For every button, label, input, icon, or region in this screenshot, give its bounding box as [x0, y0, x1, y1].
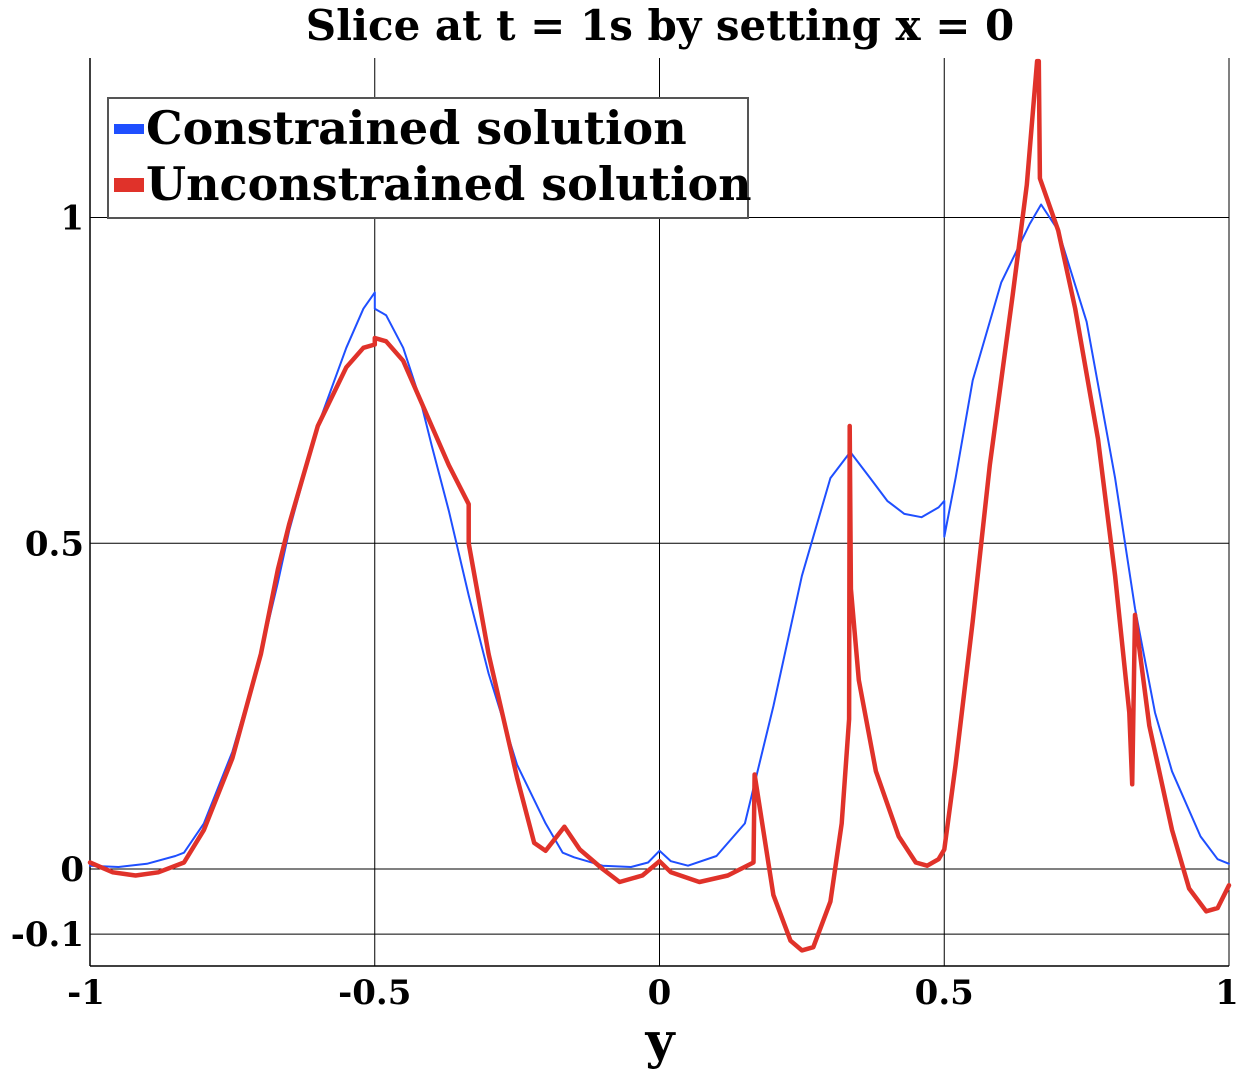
y-tick-label: -0.1	[11, 915, 84, 955]
x-axis-label: y	[644, 1011, 676, 1070]
y-tick-label: 0	[60, 850, 84, 890]
chart-title: Slice at t = 1s by setting x = 0	[306, 1, 1014, 50]
series-line-unconstrained	[87, 58, 1232, 953]
x-tick-label: -0.5	[338, 973, 411, 1013]
x-tick-label: -1	[67, 973, 105, 1013]
legend-label-constrained: Constrained solution	[146, 101, 687, 155]
axes	[89, 58, 1230, 967]
legend-box	[107, 97, 749, 219]
y-tick-label: 1	[60, 199, 84, 239]
y-tick-label: 0.5	[25, 524, 84, 564]
x-tick-label: 1	[1215, 973, 1239, 1013]
ticks: -1 -0.5 0 0.5 1 -0.1 0 0.5 1	[11, 199, 1239, 1014]
legend-swatch-unconstrained	[114, 178, 144, 192]
series-layer	[87, 58, 1232, 953]
x-tick-label: 0.5	[915, 973, 974, 1013]
x-tick-label: 0	[648, 973, 672, 1013]
legend-swatch-constrained	[114, 124, 144, 134]
legend-label-unconstrained: Unconstrained solution	[146, 157, 752, 211]
legend: Constrained solution Unconstrained solut…	[107, 97, 752, 219]
